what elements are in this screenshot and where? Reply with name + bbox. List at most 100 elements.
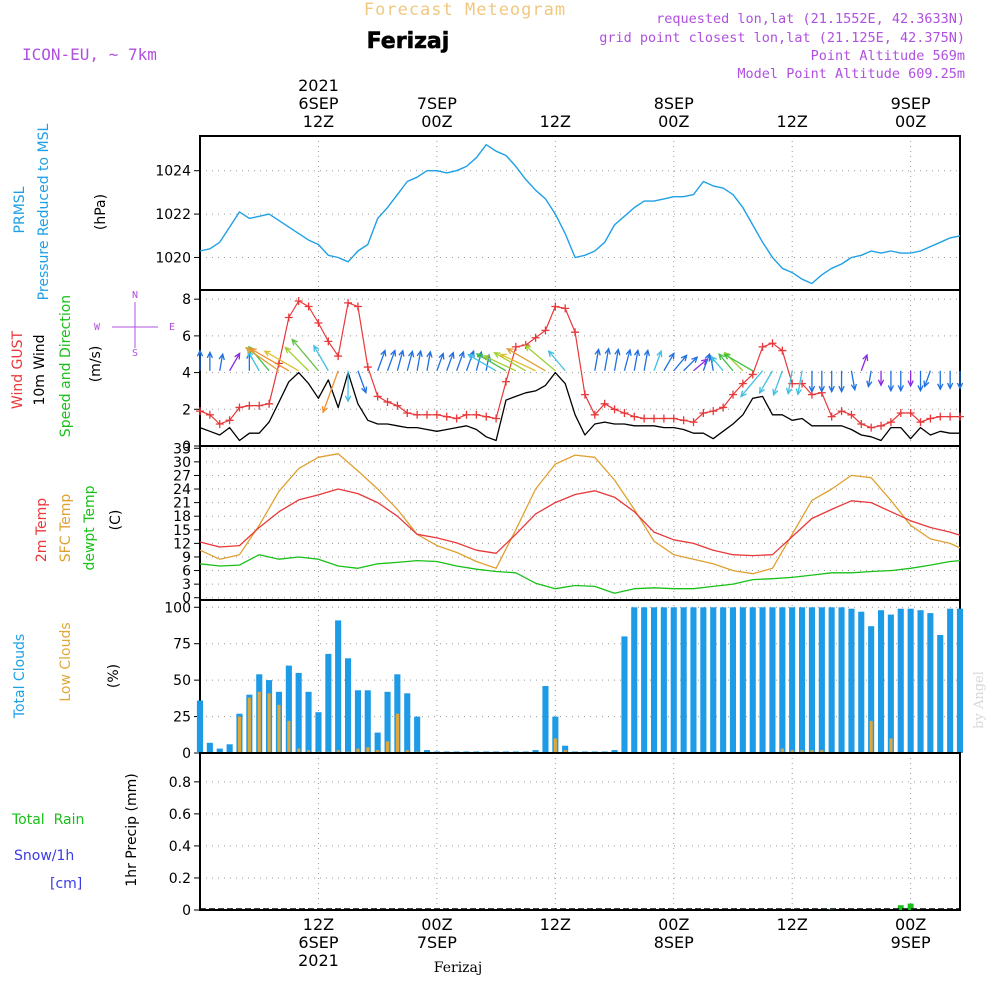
temp-2m-line	[199, 488, 961, 557]
wind-arrow	[808, 370, 816, 394]
total-cloud-bar	[937, 635, 944, 753]
total-cloud-bar	[690, 607, 697, 753]
wind-arrow	[772, 370, 783, 397]
panel-2: 0 2 4 6 8	[182, 289, 964, 455]
total-cloud-bar	[848, 608, 855, 753]
gust-marker	[492, 414, 501, 423]
total-cloud-bar	[206, 742, 213, 753]
total-cloud-bar	[651, 607, 658, 753]
time-label: 12Z	[777, 112, 808, 131]
wind-arrow	[907, 370, 914, 388]
total-cloud-bar	[335, 620, 342, 753]
gust-marker	[255, 401, 264, 410]
gust-marker	[314, 319, 323, 328]
low-cloud-bar	[395, 713, 399, 753]
pressure-label-long: Pressure Reduced to MSL	[36, 123, 52, 300]
wind-arrow	[505, 348, 546, 372]
precip-legend-rain: Total Rain	[11, 812, 84, 828]
y-tick-label: 30	[173, 455, 191, 471]
y-tick-label: 3	[182, 577, 191, 593]
gust-marker	[896, 408, 905, 417]
gust-marker	[758, 342, 767, 351]
total-cloud-bar	[917, 610, 924, 753]
gust-marker	[284, 313, 293, 322]
low-cloud-bar	[267, 693, 271, 753]
time-label: 6SEP	[298, 933, 338, 952]
wind-arrow	[206, 350, 214, 371]
wind-arrow	[887, 370, 895, 393]
panel-frame	[199, 752, 961, 911]
y-tick-label: 25	[173, 710, 191, 726]
precip-legend-unit: [cm]	[50, 876, 82, 892]
temp-label-dewpt: dewpt Temp	[82, 485, 98, 570]
wind-label-unit: (m/s)	[88, 346, 104, 383]
gust-marker	[640, 414, 649, 423]
wind-arrow	[436, 352, 445, 371]
time-label: 12Z	[303, 112, 334, 131]
y-tick-label: 1020	[155, 250, 191, 266]
gust-marker	[590, 410, 599, 419]
wind-arrow	[838, 370, 845, 394]
total-cloud-bar	[226, 744, 233, 753]
y-tick-label: 0	[182, 591, 191, 607]
pressure-axis-labels: PRMSL Pressure Reduced to MSL (hPa)	[12, 123, 109, 300]
total-cloud-bar	[789, 607, 796, 753]
wind-arrow	[956, 370, 964, 390]
wind-arrow	[196, 349, 204, 371]
total-cloud-bar	[631, 607, 638, 753]
cloud-axis-labels: Total Clouds Low Clouds (%)	[12, 622, 122, 719]
gust-marker	[541, 326, 550, 335]
total-cloud-bar	[660, 607, 667, 753]
y-tick-label: 2	[182, 402, 191, 418]
gust-marker	[956, 412, 964, 421]
y-tick-label: 33	[173, 441, 191, 457]
wind-arrow	[917, 370, 924, 393]
wind-arrow	[723, 351, 744, 372]
gust-marker	[442, 412, 451, 421]
wind-arrow	[229, 352, 241, 372]
wind-arrow	[313, 344, 329, 372]
gust-marker	[748, 370, 757, 379]
gust-marker	[393, 401, 402, 410]
low-cloud-bar	[869, 720, 873, 753]
total-cloud-bar	[818, 607, 825, 753]
gust-marker	[265, 399, 274, 408]
time-label: 9SEP	[891, 94, 931, 113]
total-cloud-bar	[414, 716, 421, 753]
total-cloud-bar	[808, 607, 815, 753]
temp-label-sfc: SFC Temp	[58, 494, 74, 563]
time-label: 6SEP	[298, 94, 338, 113]
time-label: 00Z	[658, 112, 689, 131]
total-cloud-bar	[868, 626, 875, 753]
low-cloud-bar	[307, 750, 311, 753]
gust-marker	[916, 418, 925, 427]
wind-label-gust: Wind GUST	[10, 330, 26, 409]
wind-arrow	[386, 349, 397, 371]
wind-arrow	[467, 354, 497, 372]
gust-marker	[906, 408, 915, 417]
gust-marker	[728, 390, 737, 399]
precip-label-unit: 1hr Precip (mm)	[124, 773, 140, 886]
y-tick-label: 12	[173, 536, 191, 552]
total-cloud-bar	[315, 712, 322, 753]
y-tick-label: 0.2	[169, 871, 191, 887]
panel-4: 0 25 50 75 100	[164, 599, 963, 762]
total-cloud-bar	[384, 691, 391, 753]
y-tick-label: 0.6	[169, 807, 191, 823]
wind-arrow	[594, 348, 601, 371]
time-label: 00Z	[895, 112, 926, 131]
wind-arrow	[758, 370, 774, 395]
total-cloud-bar	[858, 611, 865, 753]
compass-rose: N W E S	[94, 290, 175, 359]
wind-arrow	[740, 370, 764, 398]
y-tick-label: 4	[182, 366, 191, 382]
gust-marker	[334, 352, 343, 361]
total-cloud-bar	[552, 716, 559, 753]
time-label: 7SEP	[417, 933, 457, 952]
gust-marker	[324, 337, 333, 346]
gust-marker	[886, 418, 895, 427]
wind-arrow	[937, 370, 944, 391]
